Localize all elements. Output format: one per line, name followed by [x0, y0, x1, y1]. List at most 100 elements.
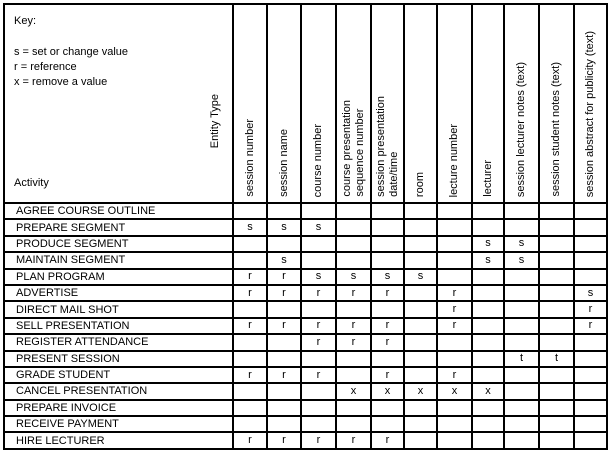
matrix-cell: s: [505, 253, 540, 270]
matrix-cell: [234, 204, 268, 221]
matrix-cell: [540, 285, 575, 303]
matrix-cell: r: [372, 335, 405, 352]
matrix-cell: [438, 204, 473, 221]
matrix-cell: [372, 253, 405, 270]
row-label: RECEIVE PAYMENT: [5, 417, 234, 434]
matrix-cell: [505, 318, 540, 336]
column-header-label: room: [414, 171, 426, 197]
column-header: session number: [234, 5, 268, 204]
row-label: AGREE COURSE OUTLINE: [5, 204, 234, 221]
matrix-cell: [540, 204, 575, 221]
matrix-cell: r: [372, 433, 405, 450]
matrix-cell: [473, 302, 505, 319]
column-header: lecturer: [473, 5, 505, 204]
matrix-cell: [575, 253, 608, 270]
column-header-label: session number: [243, 119, 256, 197]
matrix-cell: [405, 285, 438, 303]
matrix-cell: [438, 351, 473, 368]
column-header-label: session lecturer notes (text): [515, 61, 527, 197]
matrix-cell: [337, 417, 372, 434]
matrix-cell: [473, 269, 505, 286]
legend-line-remove: x = remove a value: [14, 76, 108, 88]
matrix-cell: [540, 269, 575, 286]
matrix-cell: [473, 367, 505, 385]
row-label: GRADE STUDENT: [5, 367, 234, 385]
legend-line-reference: r = reference: [14, 61, 77, 73]
column-header: room: [405, 5, 438, 204]
matrix-cell: r: [337, 433, 372, 450]
matrix-cell: [540, 253, 575, 270]
matrix-cell: r: [372, 285, 405, 303]
matrix-cell: [372, 236, 405, 254]
matrix-cell: [473, 417, 505, 434]
matrix-cell: [505, 433, 540, 450]
row-label: REGISTER ATTENDANCE: [5, 335, 234, 352]
matrix-cell: r: [372, 318, 405, 336]
matrix-cell: [575, 417, 608, 434]
matrix-cell: [234, 417, 268, 434]
matrix-cell: r: [302, 367, 337, 385]
column-header: session student notes (text): [540, 5, 575, 204]
matrix-cell: [575, 204, 608, 221]
matrix-cell: [337, 367, 372, 385]
matrix-cell: s: [337, 269, 372, 286]
matrix-cell: [575, 220, 608, 237]
matrix-cell: s: [575, 285, 608, 303]
matrix-cell: r: [337, 335, 372, 352]
matrix-cell: [505, 417, 540, 434]
matrix-cell: [337, 220, 372, 237]
row-axis-label: Activity: [14, 177, 49, 189]
matrix-cell: r: [438, 318, 473, 336]
matrix-cell: [405, 400, 438, 418]
matrix-cell: r: [575, 302, 608, 319]
matrix-cell: r: [268, 433, 302, 450]
matrix-cell: [438, 253, 473, 270]
column-axis-label: Entity Type: [209, 93, 221, 148]
row-label: CANCEL PRESENTATION: [5, 384, 234, 401]
matrix-cell: [575, 351, 608, 368]
row-label: PREPARE INVOICE: [5, 400, 234, 418]
matrix-cell: [405, 367, 438, 385]
matrix-table: Key: s = set or change value r = referen…: [3, 3, 608, 450]
matrix-cell: [405, 351, 438, 368]
matrix-cell: r: [268, 318, 302, 336]
matrix-cell: [540, 367, 575, 385]
matrix-cell: r: [234, 367, 268, 385]
matrix-cell: [473, 400, 505, 418]
matrix-cell: [540, 417, 575, 434]
matrix-cell: r: [337, 285, 372, 303]
matrix-cell: [372, 220, 405, 237]
matrix-cell: [505, 269, 540, 286]
matrix-cell: [505, 285, 540, 303]
column-header-label: lecture number: [448, 123, 460, 197]
matrix-cell: [372, 400, 405, 418]
matrix-cell: s: [372, 269, 405, 286]
matrix-cell: [268, 384, 302, 401]
matrix-cell: [540, 400, 575, 418]
matrix-cell: r: [372, 367, 405, 385]
matrix-cell: [302, 351, 337, 368]
matrix-cell: [337, 302, 372, 319]
matrix-cell: x: [337, 384, 372, 401]
matrix-cell: r: [438, 367, 473, 385]
column-header-label: session name: [277, 129, 290, 197]
legend-line-set: s = set or change value: [14, 46, 129, 58]
matrix-cell: s: [268, 253, 302, 270]
matrix-cell: [505, 220, 540, 237]
matrix-cell: r: [438, 302, 473, 319]
matrix-cell: [505, 384, 540, 401]
matrix-cell: x: [405, 384, 438, 401]
row-label: DIRECT MAIL SHOT: [5, 302, 234, 319]
matrix-cell: r: [575, 318, 608, 336]
matrix-cell: r: [302, 433, 337, 450]
matrix-cell: [438, 335, 473, 352]
matrix-cell: [405, 417, 438, 434]
matrix-cell: [505, 400, 540, 418]
matrix-cell: [302, 204, 337, 221]
matrix-cell: [405, 335, 438, 352]
matrix-cell: [337, 204, 372, 221]
matrix-cell: [575, 400, 608, 418]
matrix-cell: [405, 220, 438, 237]
matrix-cell: [505, 204, 540, 221]
matrix-cell: [540, 302, 575, 319]
